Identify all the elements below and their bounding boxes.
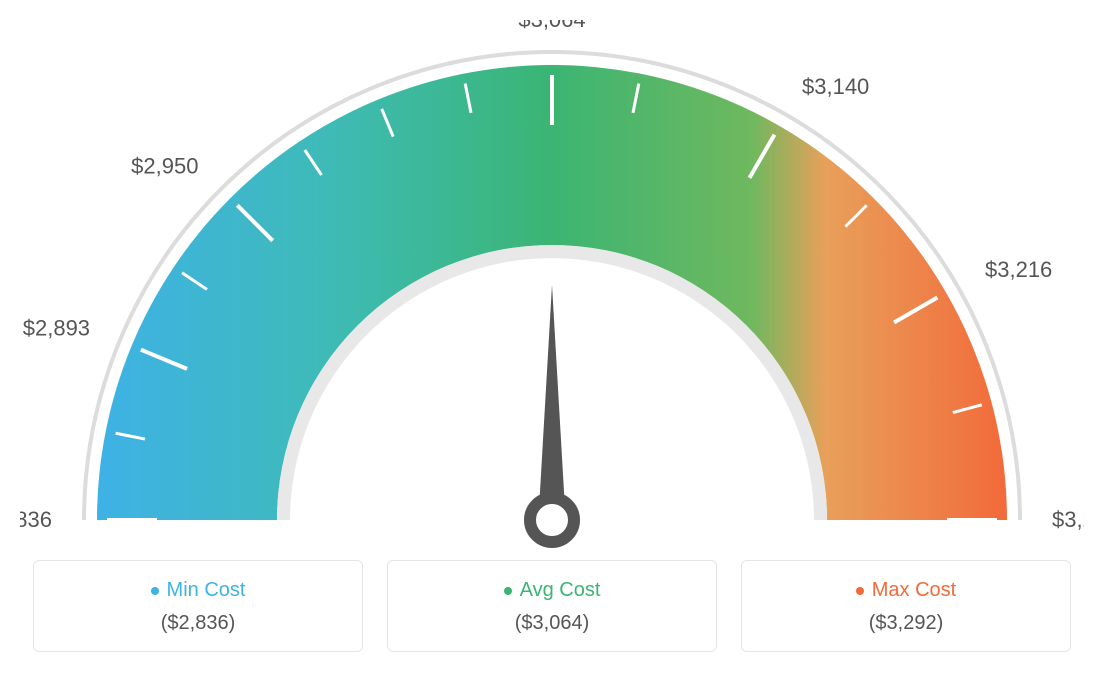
legend-row: Min Cost ($2,836) Avg Cost ($3,064) Max … (20, 560, 1084, 652)
legend-value-avg: ($3,064) (408, 612, 696, 635)
legend-label-max: Max Cost (762, 579, 1050, 602)
legend-card-max: Max Cost ($3,292) (741, 560, 1071, 652)
legend-card-avg: Avg Cost ($3,064) (387, 560, 717, 652)
legend-label-avg: Avg Cost (408, 579, 696, 602)
legend-label-min: Min Cost (54, 579, 342, 602)
gauge-tick-label: $2,836 (20, 507, 52, 532)
gauge-tick-label: $2,893 (23, 316, 90, 341)
dot-icon (504, 587, 512, 595)
gauge-tick-label: $3,292 (1052, 507, 1084, 532)
gauge-tick-label: $3,216 (985, 257, 1052, 282)
legend-label-min-text: Min Cost (167, 579, 246, 602)
legend-label-max-text: Max Cost (872, 579, 956, 602)
gauge-svg: $2,836 $2,893 $2,950 $3,064 $3,140 $3,216 $3,2… (20, 20, 1084, 550)
gauge-area: $2,836 $2,893 $2,950 $3,064 $3,140 $3,216 $3,2… (20, 20, 1084, 550)
legend-card-min: Min Cost ($2,836) (33, 560, 363, 652)
legend-value-min: ($2,836) (54, 612, 342, 635)
gauge-tick-label: $3,140 (802, 74, 869, 99)
gauge-tick-label: $3,064 (518, 20, 585, 32)
gauge-tick-label: $2,950 (131, 153, 198, 178)
legend-label-avg-text: Avg Cost (520, 579, 601, 602)
cost-gauge-chart: $2,836 $2,893 $2,950 $3,064 $3,140 $3,216 $3,2… (20, 20, 1084, 652)
dot-icon (856, 587, 864, 595)
legend-value-max: ($3,292) (762, 612, 1050, 635)
dot-icon (151, 587, 159, 595)
